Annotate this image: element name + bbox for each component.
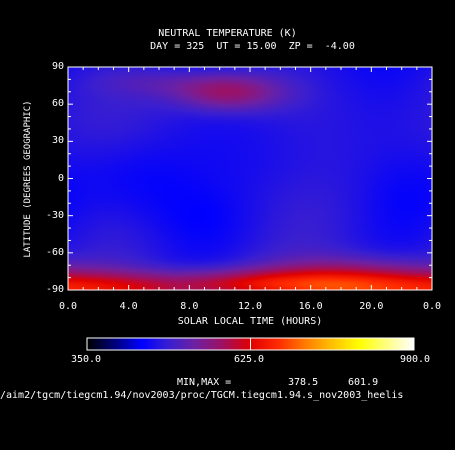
y-axis-label: LATITUDE (DEGREES GEOGRAPHIC) xyxy=(23,100,33,258)
minmax-label: MIN,MAX = xyxy=(177,377,232,388)
y-tick-label: -90 xyxy=(45,284,64,295)
colorbar-max-label: 900.0 xyxy=(399,354,431,365)
x-tick-label: 4.0 xyxy=(119,301,138,312)
x-tick-label: 12.0 xyxy=(237,301,263,312)
x-tick-label: 16.0 xyxy=(298,301,323,312)
x-tick-label: 0.0 xyxy=(422,301,442,312)
y-tick-label: 30 xyxy=(51,135,64,147)
x-tick-label: 8.0 xyxy=(180,301,199,312)
y-tick-label: 60 xyxy=(51,98,64,110)
x-tick-label: 0.0 xyxy=(58,301,78,312)
colorbar-mid-label: 625.0 xyxy=(233,354,265,365)
chart-title: NEUTRAL TEMPERATURE (K) xyxy=(158,28,297,39)
axis-ticks xyxy=(67,66,433,291)
y-tick-label: -60 xyxy=(45,246,64,258)
colorbar-min-label: 350.0 xyxy=(70,354,102,365)
y-tick-label: 90 xyxy=(51,61,64,72)
file-path: /aim2/tgcm/tiegcm1.94/nov2003/proc/TGCM.… xyxy=(0,390,404,401)
chart-subtitle: DAY = 325 UT = 15.00 ZP = -4.00 xyxy=(150,41,355,52)
heatmap-image xyxy=(68,67,432,290)
x-tick-label: 20.0 xyxy=(359,301,384,312)
x-axis-label: SOLAR LOCAL TIME (HOURS) xyxy=(177,316,323,327)
min-value: 378.5 xyxy=(288,377,319,388)
max-value: 601.9 xyxy=(348,377,379,388)
y-tick-label: -30 xyxy=(45,209,64,221)
y-tick-label: 0 xyxy=(57,172,64,184)
